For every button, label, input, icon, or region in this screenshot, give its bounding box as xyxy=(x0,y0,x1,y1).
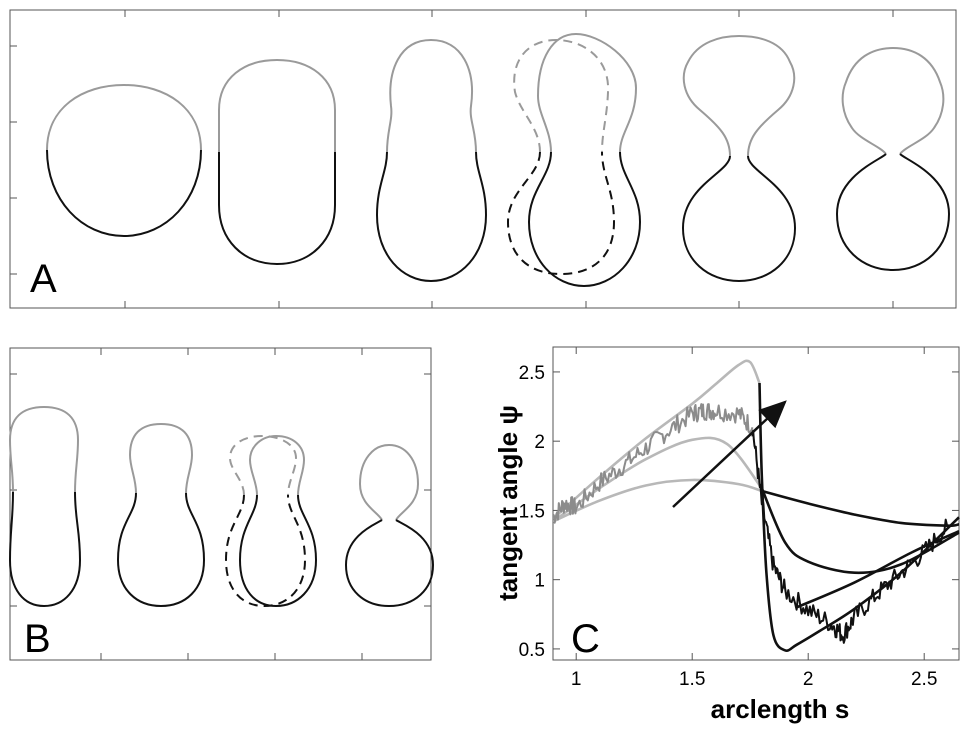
progression-arrow xyxy=(672,400,787,508)
series-line-6 xyxy=(553,403,754,524)
vesicle-sphere xyxy=(46,83,202,238)
x-tick-label: 1.5 xyxy=(679,669,705,690)
panel-c-frame xyxy=(552,346,960,661)
panel-c-tick-labels: 1 1.5 2 2.5 0.5 1 1.5 2 2.5 xyxy=(519,363,938,690)
panel-c-ticks xyxy=(553,347,959,660)
vesicle-b4 xyxy=(344,443,435,608)
vesicle-overlay-comparison xyxy=(506,32,642,288)
panel-a: A xyxy=(9,9,957,309)
panel-a-letter: A xyxy=(30,257,57,301)
y-tick-label: 1 xyxy=(534,571,545,592)
vesicle-b3-overlay xyxy=(224,434,318,608)
panel-b-frame xyxy=(9,347,432,661)
panel-a-frame xyxy=(9,9,957,309)
y-tick-label: 2 xyxy=(534,432,545,453)
series-line-8 xyxy=(796,530,960,609)
x-axis-label: arclength s xyxy=(711,694,850,724)
panel-c: 1 1.5 2 2.5 0.5 1 1.5 2 2.5 C arclength s tangen… xyxy=(493,346,960,724)
x-tick-label: 2.5 xyxy=(911,669,937,690)
panel-b-letter: B xyxy=(24,617,51,661)
panel-c-series xyxy=(553,359,960,652)
series-line-3 xyxy=(760,487,960,575)
series-line-0 xyxy=(553,478,763,523)
x-tick-label: 2 xyxy=(803,669,814,690)
vesicle-deep-neck xyxy=(681,34,797,283)
series-line-7 xyxy=(751,429,949,644)
series-line-1 xyxy=(761,489,960,528)
series-line-2 xyxy=(553,436,763,523)
y-tick-label: 0.5 xyxy=(519,640,545,661)
vesicle-pinched xyxy=(835,46,951,272)
panel-c-letter: C xyxy=(571,617,600,661)
y-axis-label: tangent angle ψ xyxy=(493,405,523,601)
panel-b: B xyxy=(8,347,435,661)
y-tick-label: 1.5 xyxy=(519,501,545,522)
vesicle-b1 xyxy=(8,405,82,608)
vesicle-b2 xyxy=(116,422,206,608)
vesicle-shallow-neck xyxy=(375,38,488,283)
y-tick-label: 2.5 xyxy=(519,363,545,384)
vesicle-elongated xyxy=(218,58,336,266)
x-tick-label: 1 xyxy=(571,669,582,690)
